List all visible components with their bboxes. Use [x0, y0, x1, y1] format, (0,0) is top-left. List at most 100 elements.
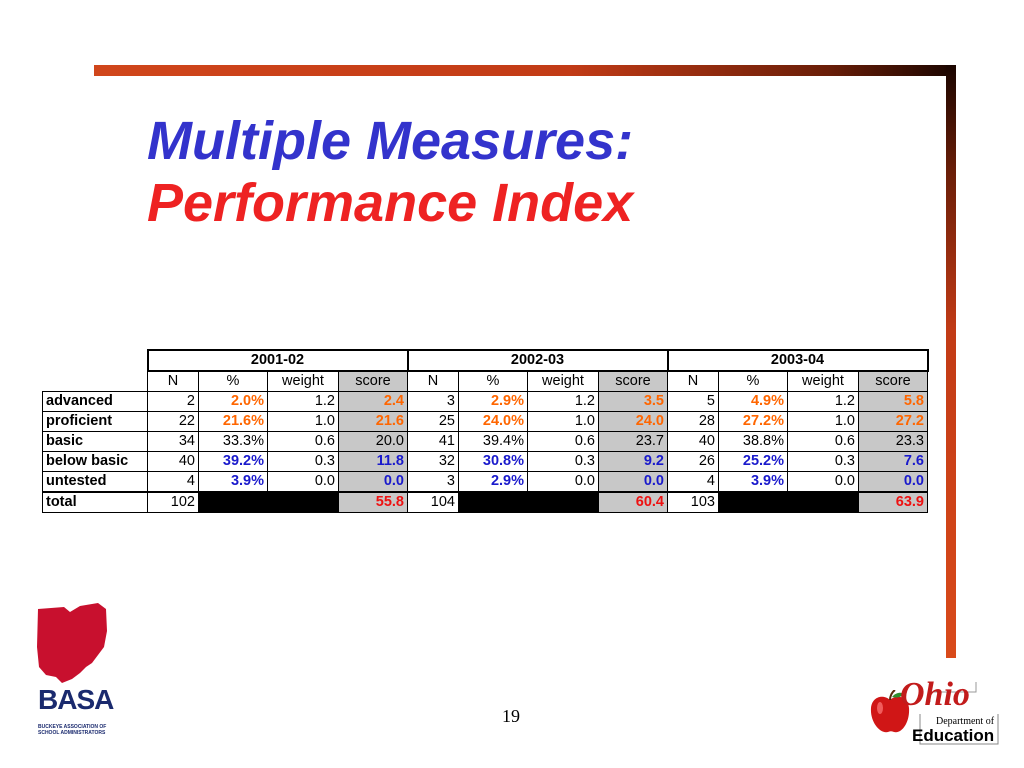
table-row-total: total 102 55.8 104 60.4 103 63.9: [42, 491, 928, 513]
cell-n: 32: [407, 451, 459, 472]
cell-pct: 4.9%: [718, 391, 788, 412]
year-header-row: 2001-02 2002-03 2003-04: [43, 349, 929, 372]
table-row-advanced: advanced 2 2.0% 1.2 2.4 3 2.9% 1.2 3.5 5…: [42, 391, 928, 412]
year-header: 2002-03: [406, 349, 669, 372]
cell-pct: 27.2%: [718, 411, 788, 432]
table-row-proficient: proficient 22 21.6% 1.0 21.6 25 24.0% 1.…: [42, 411, 928, 432]
cell-score: 0.0: [858, 471, 928, 493]
col-header-n: N: [667, 370, 719, 392]
cell-total-score: 60.4: [598, 491, 668, 513]
slide-title: Multiple Measures: Performance Index: [147, 110, 633, 234]
col-header-score: score: [338, 370, 408, 392]
cell-n: 102: [147, 491, 199, 513]
cell-weight: 1.0: [787, 411, 859, 432]
blank-cell: [198, 491, 339, 513]
cell-pct: 24.0%: [458, 411, 528, 432]
cell-n: 5: [667, 391, 719, 412]
cell-weight: 0.6: [267, 431, 339, 452]
cell-score: 23.7: [598, 431, 668, 452]
cell-pct: 3.9%: [198, 471, 268, 493]
cell-pct: 39.2%: [198, 451, 268, 472]
cell-score: 24.0: [598, 411, 668, 432]
page-number: 19: [502, 706, 520, 726]
cell-weight: 1.2: [267, 391, 339, 412]
cell-pct: 2.9%: [458, 471, 528, 493]
table-row-untested: untested 4 3.9% 0.0 0.0 3 2.9% 0.0 0.0 4…: [42, 471, 928, 493]
row-label: proficient: [42, 411, 148, 432]
cell-pct: 39.4%: [458, 431, 528, 452]
row-label: advanced: [42, 391, 148, 412]
cell-n: 28: [667, 411, 719, 432]
cell-weight: 0.3: [267, 451, 339, 472]
cell-n: 3: [407, 391, 459, 412]
col-header-n: N: [147, 370, 199, 392]
cell-n: 26: [667, 451, 719, 472]
cell-score: 20.0: [338, 431, 408, 452]
cell-score: 2.4: [338, 391, 408, 412]
top-accent-bar: [94, 65, 956, 76]
row-label: untested: [42, 471, 148, 493]
cell-n: 41: [407, 431, 459, 452]
cell-score: 0.0: [598, 471, 668, 493]
row-label: total: [42, 491, 148, 513]
cell-score: 7.6: [858, 451, 928, 472]
blank-cell: [718, 491, 859, 513]
cell-n: 22: [147, 411, 199, 432]
col-header-weight: weight: [267, 370, 339, 392]
cell-pct: 21.6%: [198, 411, 268, 432]
basa-subtitle: BUCKEYE ASSOCIATION OF SCHOOL ADMINISTRA…: [38, 724, 107, 736]
col-header-weight: weight: [787, 370, 859, 392]
cell-n: 104: [407, 491, 459, 513]
cell-pct: 25.2%: [718, 451, 788, 472]
cell-n: 3: [407, 471, 459, 493]
title-line-2: Performance Index: [147, 173, 634, 233]
cell-weight: 0.6: [787, 431, 859, 452]
cell-n: 103: [667, 491, 719, 513]
cell-weight: 0.6: [527, 431, 599, 452]
cell-pct: 38.8%: [718, 431, 788, 452]
cell-weight: 1.2: [787, 391, 859, 412]
table-row-below-basic: below basic 40 39.2% 0.3 11.8 32 30.8% 0…: [42, 451, 928, 472]
col-header-pct: %: [198, 370, 268, 392]
side-accent-bar: [946, 65, 956, 658]
row-label: basic: [42, 431, 148, 452]
blank-cell: [458, 491, 599, 513]
cell-weight: 1.0: [267, 411, 339, 432]
cell-weight: 0.0: [787, 471, 859, 493]
cell-n: 25: [407, 411, 459, 432]
title-line-1: Multiple Measures:: [147, 111, 634, 171]
ohio-state-logo: [37, 603, 107, 683]
cell-weight: 1.0: [527, 411, 599, 432]
column-header-row: N % weight score N % weight score N % we…: [43, 370, 928, 392]
cell-pct: 2.9%: [458, 391, 528, 412]
col-header-score: score: [598, 370, 668, 392]
col-header-weight: weight: [527, 370, 599, 392]
col-header-pct: %: [458, 370, 528, 392]
cell-score: 5.8: [858, 391, 928, 412]
year-header: 2003-04: [666, 349, 929, 372]
cell-pct: 3.9%: [718, 471, 788, 493]
education-label: Education: [912, 726, 995, 745]
cell-weight: 0.0: [267, 471, 339, 493]
dept-label: Department of: [936, 716, 995, 727]
cell-n: 40: [667, 431, 719, 452]
table-row-basic: basic 34 33.3% 0.6 20.0 41 39.4% 0.6 23.…: [42, 431, 928, 452]
cell-pct: 33.3%: [198, 431, 268, 452]
ode-logo-frame: [919, 682, 999, 745]
apple-icon: [870, 690, 910, 733]
performance-index-table: 2001-02 2002-03 2003-04 N % weight score…: [42, 349, 929, 513]
basa-logo: BASA: [38, 684, 114, 715]
col-header-pct: %: [718, 370, 788, 392]
cell-score: 0.0: [338, 471, 408, 493]
cell-pct: 30.8%: [458, 451, 528, 472]
cell-total-score: 55.8: [338, 491, 408, 513]
cell-score: 11.8: [338, 451, 408, 472]
cell-weight: 0.3: [787, 451, 859, 472]
cell-n: 4: [667, 471, 719, 493]
col-header-n: N: [407, 370, 459, 392]
cell-score: 23.3: [858, 431, 928, 452]
cell-total-score: 63.9: [858, 491, 928, 513]
cell-weight: 0.3: [527, 451, 599, 472]
cell-n: 4: [147, 471, 199, 493]
cell-score: 21.6: [338, 411, 408, 432]
